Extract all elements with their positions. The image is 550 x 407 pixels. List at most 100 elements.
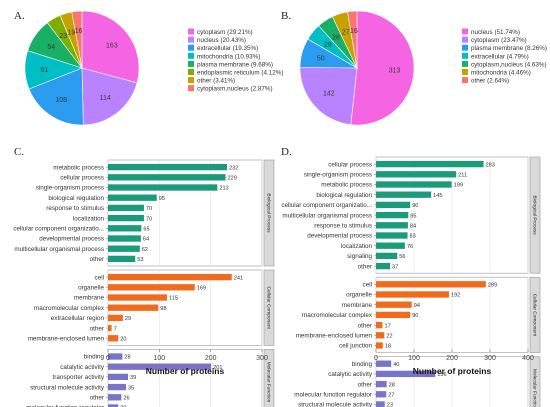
bar-value-label: 241	[234, 275, 243, 281]
legend-label: plasma membrane (9.68%)	[197, 61, 273, 68]
category-label: cellular component organizatio...	[281, 202, 372, 209]
category-label: structural molecule activity	[298, 402, 373, 407]
slice-value-label: 19	[67, 29, 75, 36]
facet-strip-label: Cellular Component	[532, 294, 538, 337]
category-label: biological regulation	[316, 192, 372, 199]
bar-value-label: 35	[128, 385, 134, 391]
category-label: other	[90, 394, 104, 401]
legend-label: other (2.64%)	[471, 78, 509, 85]
legend-label: extracellular (4.79%)	[471, 53, 529, 60]
category-label: other	[90, 325, 104, 332]
category-label: binding	[352, 361, 373, 368]
bar-value-label: 18	[385, 344, 391, 350]
bar-c-bar	[108, 225, 142, 232]
category-label: other	[358, 322, 372, 329]
bar-value-label: 95	[159, 196, 165, 202]
category-label: extracellular region	[51, 315, 105, 322]
legend-label: cytoplasm,nucleus (4.63%)	[471, 61, 547, 68]
bar-d-bar	[376, 342, 383, 349]
bar-value-label: 23	[387, 403, 393, 407]
bar-value-label: 85	[410, 213, 416, 219]
legend-label: other (3.41%)	[197, 78, 235, 85]
legend-label: cytoplasm (29.21%)	[197, 29, 253, 36]
bar-d-bar	[376, 262, 391, 270]
bar-c-bar	[108, 363, 212, 370]
bar-d-bar	[376, 391, 387, 398]
bar-c-strip	[263, 269, 275, 346]
bar-value-label: 22	[386, 333, 392, 339]
bar-c-bar	[108, 163, 228, 171]
bar-value-label: 28	[124, 355, 130, 361]
pie-slice-a-7	[71, 10, 83, 69]
bar-d-bar	[376, 370, 436, 378]
bar-value-label: 7	[114, 326, 117, 332]
category-label: transporter activity	[53, 374, 105, 381]
bar-c-bar	[108, 194, 157, 201]
bar-d-bar	[376, 360, 392, 367]
legend-swatch	[462, 69, 468, 75]
slice-value-label: 108	[55, 97, 67, 104]
bar-d-bar	[376, 281, 486, 288]
bar-value-label: 192	[451, 293, 460, 299]
slice-value-label: 313	[389, 68, 401, 75]
slice-value-label: 142	[323, 90, 335, 97]
slice-value-label: 114	[100, 95, 111, 102]
slice-value-label: 16	[75, 28, 83, 35]
bar-value-label: 76	[407, 244, 413, 250]
category-label: cell junction	[339, 343, 372, 350]
x-tick-label: 0	[374, 355, 378, 362]
bar-value-label: 28	[389, 382, 395, 388]
bar-c-bar	[108, 174, 226, 181]
bar-value-label: 65	[143, 226, 149, 232]
category-label: binding	[84, 354, 105, 361]
bar-value-label: 199	[454, 183, 463, 189]
bar-d-bar	[376, 171, 457, 178]
legend-swatch	[462, 77, 468, 84]
bar-value-label: 40	[393, 362, 399, 368]
bar-d-bar	[376, 401, 385, 407]
category-label: cellular process	[328, 161, 372, 168]
bar-c-bar	[108, 394, 122, 401]
x-tick-label: 200	[205, 355, 217, 362]
bar-value-label: 53	[137, 257, 143, 263]
slice-value-label: 28	[332, 34, 340, 41]
category-label: membrane	[74, 295, 105, 302]
category-label: biological regulation	[48, 195, 104, 202]
category-label: structural molecule activity	[30, 384, 105, 391]
bar-value-label: 94	[414, 303, 420, 309]
legend-label: extracellular (19.35%)	[197, 45, 258, 52]
bar-value-label: 17	[384, 323, 390, 329]
bar-value-label: 70	[146, 206, 152, 212]
category-label: localization	[341, 243, 373, 250]
bar-d-bar	[376, 301, 412, 308]
bar-c-bar	[108, 314, 123, 322]
category-label: membrane-enclosed lumen	[296, 332, 373, 339]
panel-label-c: C.	[14, 146, 25, 158]
panel-label-b: B.	[281, 10, 292, 22]
category-label: multicellular organismal process	[282, 212, 372, 219]
bar-c-bar	[108, 273, 232, 281]
legend-label: mitochondria (10.93%)	[197, 53, 260, 60]
bar-value-label: 98	[160, 306, 166, 312]
slice-value-label: 16	[350, 28, 358, 35]
bar-value-label: 289	[488, 282, 497, 288]
category-label: developmental process	[39, 236, 104, 243]
category-label: multicellular organismal process	[14, 246, 104, 253]
bar-value-label: 145	[433, 193, 442, 199]
category-label: macromolecular complex	[302, 312, 373, 319]
category-label: other	[358, 263, 372, 270]
bar-d-bar	[376, 232, 408, 239]
x-tick-label: 100	[153, 355, 165, 362]
category-label: molecular function regulator	[294, 391, 372, 398]
slice-value-label: 54	[47, 44, 55, 51]
bar-c-bar	[108, 245, 140, 252]
bar-c-bar	[108, 214, 144, 222]
category-label: metabolic process	[321, 182, 372, 189]
legend-swatch	[462, 60, 468, 67]
category-label: organelle	[78, 284, 104, 291]
bar-d-strip	[529, 156, 541, 274]
bar-d-bar	[376, 211, 409, 219]
legend-label: endoplasmic reticulum (4.12%)	[197, 70, 283, 77]
category-label: membrane-enclosed lumen	[28, 335, 105, 342]
